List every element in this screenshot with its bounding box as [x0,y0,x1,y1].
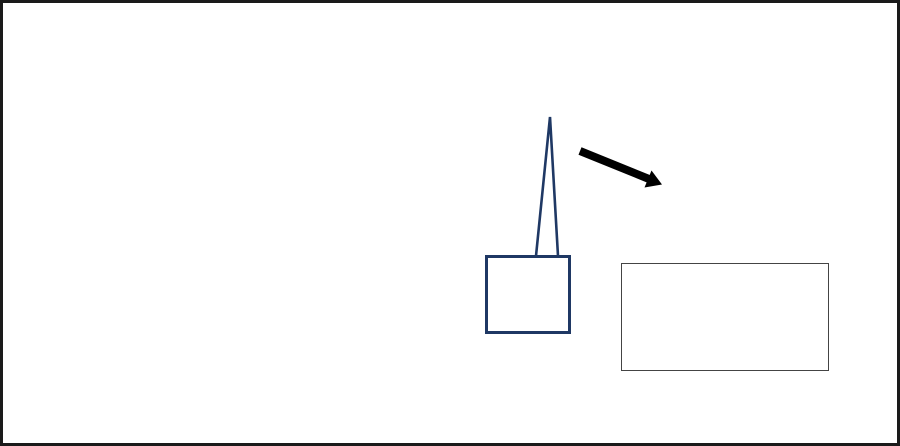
legend [621,263,829,371]
chart-title [123,15,817,45]
decline-arrow [578,147,662,188]
rate-cut-callout-pointer [534,116,560,257]
rate-cut-annotation [485,255,571,334]
chart-canvas [534,116,662,257]
